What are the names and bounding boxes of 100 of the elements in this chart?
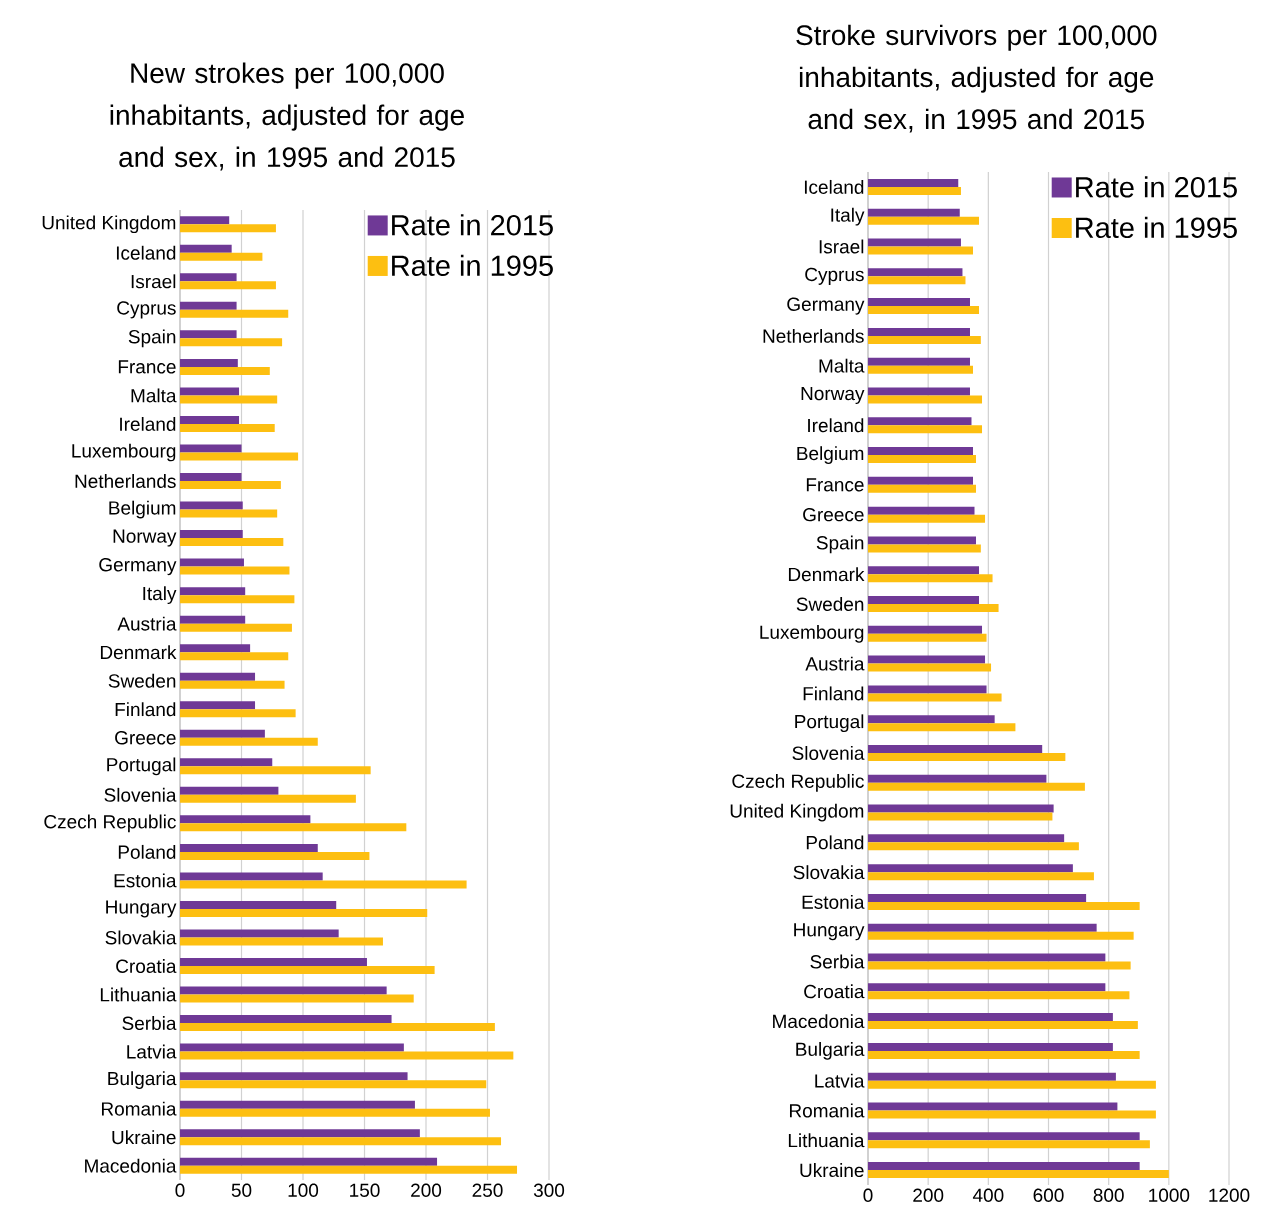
bar	[180, 1157, 438, 1166]
bar	[868, 216, 980, 225]
bar	[180, 481, 281, 490]
y-tick-label: Iceland	[804, 179, 864, 194]
y-tick-label: Austria	[805, 656, 865, 671]
bar	[180, 301, 237, 310]
y-tick-label: Sweden	[796, 597, 864, 611]
bar	[868, 655, 986, 664]
y-tick-label: Finland	[115, 702, 176, 717]
bar	[868, 246, 973, 255]
y-tick-label: Bulgaria	[108, 1071, 177, 1089]
bar	[180, 566, 290, 575]
bar	[180, 387, 240, 396]
bar	[868, 484, 976, 493]
bar	[180, 908, 428, 917]
bar	[180, 966, 435, 975]
bar	[868, 834, 1065, 843]
y-tick-label: Cyprus	[805, 267, 864, 285]
bar	[868, 186, 961, 195]
y-tick-label: Austria	[117, 616, 177, 631]
y-tick-label: Italy	[143, 586, 177, 604]
bar	[868, 395, 983, 404]
bar	[868, 715, 995, 724]
bar	[868, 782, 1085, 791]
bar	[180, 680, 285, 689]
y-tick-label: Serbia	[122, 1016, 177, 1031]
bar	[868, 953, 1106, 962]
y-tick-label: Czech Republic	[44, 814, 176, 833]
bar	[868, 804, 1054, 813]
bar	[868, 425, 983, 434]
bar	[868, 744, 1043, 753]
y-tick-label: Finland	[803, 686, 864, 701]
bar	[180, 1072, 408, 1081]
bar	[868, 1140, 1150, 1149]
bar	[180, 415, 240, 424]
y-tick-label: Croatia	[804, 984, 865, 999]
bar	[180, 615, 246, 624]
y-tick-label: Romania	[789, 1103, 865, 1118]
bar	[180, 1015, 392, 1024]
bar	[868, 476, 973, 485]
x-tick-label: 0	[175, 1183, 185, 1197]
bar	[180, 786, 279, 795]
y-tick-label: Slovakia	[793, 865, 865, 880]
y-tick-label: Poland	[118, 844, 176, 859]
bar	[868, 1080, 1156, 1089]
bar	[868, 1170, 1169, 1179]
bar	[180, 1043, 404, 1052]
bar	[868, 893, 1087, 902]
bar	[868, 693, 1002, 702]
y-tick-label: Germany	[787, 297, 865, 315]
y-tick-label: Ireland	[120, 416, 176, 431]
x-tick-label: 1000	[1149, 1188, 1190, 1202]
x-tick-label: 400	[972, 1188, 1004, 1202]
bar	[868, 298, 970, 307]
x-tick-label: 250	[472, 1183, 503, 1197]
y-tick-label: Iceland	[116, 245, 176, 260]
bar	[868, 1050, 1140, 1059]
y-tick-label: France	[118, 360, 176, 374]
bar	[180, 758, 273, 767]
x-tick-label: 200	[913, 1188, 944, 1202]
bar	[180, 509, 278, 518]
y-tick-label: Romania	[101, 1101, 177, 1116]
bar	[868, 357, 970, 366]
bar	[180, 623, 292, 632]
bar	[180, 1080, 487, 1089]
bar	[868, 208, 960, 217]
y-tick-label: Slovenia	[792, 746, 865, 760]
y-tick-label: Israel	[131, 274, 176, 289]
bar	[868, 625, 983, 634]
y-tick-label: Sweden	[108, 673, 176, 688]
bar	[180, 309, 289, 318]
bar	[180, 366, 270, 375]
bar	[868, 685, 987, 694]
bar	[868, 842, 1079, 851]
bar	[868, 983, 1106, 992]
bar	[868, 923, 1097, 932]
bar	[868, 901, 1140, 910]
bar	[180, 986, 387, 995]
y-tick-label: Greece	[115, 731, 176, 745]
y-tick-label: Portugal	[795, 714, 864, 733]
bar	[868, 596, 980, 605]
bar	[180, 501, 243, 510]
y-tick-label: Lithuania	[788, 1133, 865, 1148]
bar	[868, 574, 993, 583]
bar	[868, 566, 980, 575]
y-tick-label: Luxembourg	[72, 443, 176, 462]
x-tick-label: 100	[288, 1183, 319, 1197]
bar	[868, 178, 959, 187]
y-tick-label: United Kingdom	[730, 803, 864, 822]
bar	[868, 752, 1066, 761]
bar	[180, 444, 242, 453]
bar	[180, 1108, 490, 1117]
bar	[868, 872, 1094, 881]
y-tick-label: Spain	[128, 329, 176, 348]
bar	[868, 1013, 1113, 1022]
bar	[868, 514, 986, 523]
y-tick-label: Lithuania	[100, 987, 177, 1002]
bar	[180, 224, 276, 233]
bar	[868, 961, 1131, 970]
bar	[180, 558, 244, 567]
